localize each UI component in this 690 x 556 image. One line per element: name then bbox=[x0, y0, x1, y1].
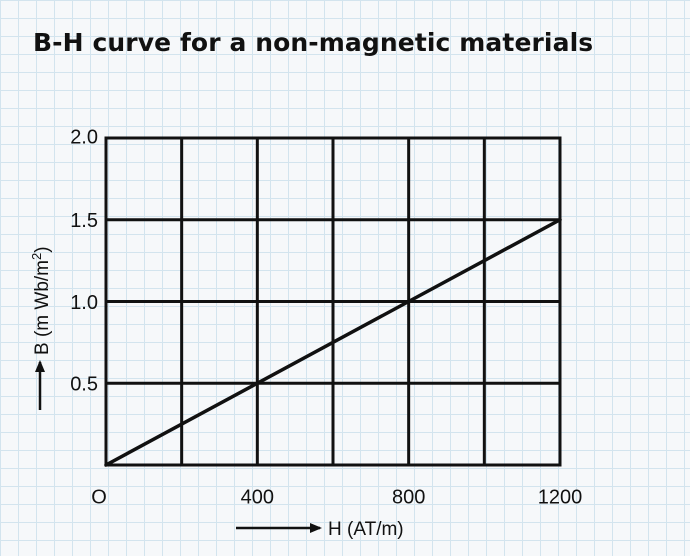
y-tick-labels: 0.5 1.0 1.5 2.0 bbox=[70, 126, 98, 395]
plot-frame bbox=[104, 136, 562, 467]
x-tick-label: 800 bbox=[392, 486, 425, 508]
y-axis-label: B (m Wb/m2) bbox=[29, 246, 54, 355]
origin-label: O bbox=[91, 486, 107, 508]
gridlines bbox=[106, 138, 560, 465]
x-tick-label: 1200 bbox=[538, 486, 583, 508]
y-tick-label: 1.0 bbox=[70, 292, 98, 314]
y-tick-label: 2.0 bbox=[70, 126, 98, 148]
x-tick-label: 400 bbox=[241, 486, 274, 508]
y-tick-label: 1.5 bbox=[70, 210, 98, 232]
y-tick-label: 0.5 bbox=[70, 374, 98, 396]
x-axis-label: H (AT/m) bbox=[328, 519, 404, 540]
x-tick-labels: 400 800 1200 bbox=[241, 486, 583, 508]
series-line bbox=[104, 218, 562, 467]
series-group bbox=[104, 218, 562, 467]
chart-title: B-H curve for a non-magnetic materials bbox=[33, 28, 594, 57]
